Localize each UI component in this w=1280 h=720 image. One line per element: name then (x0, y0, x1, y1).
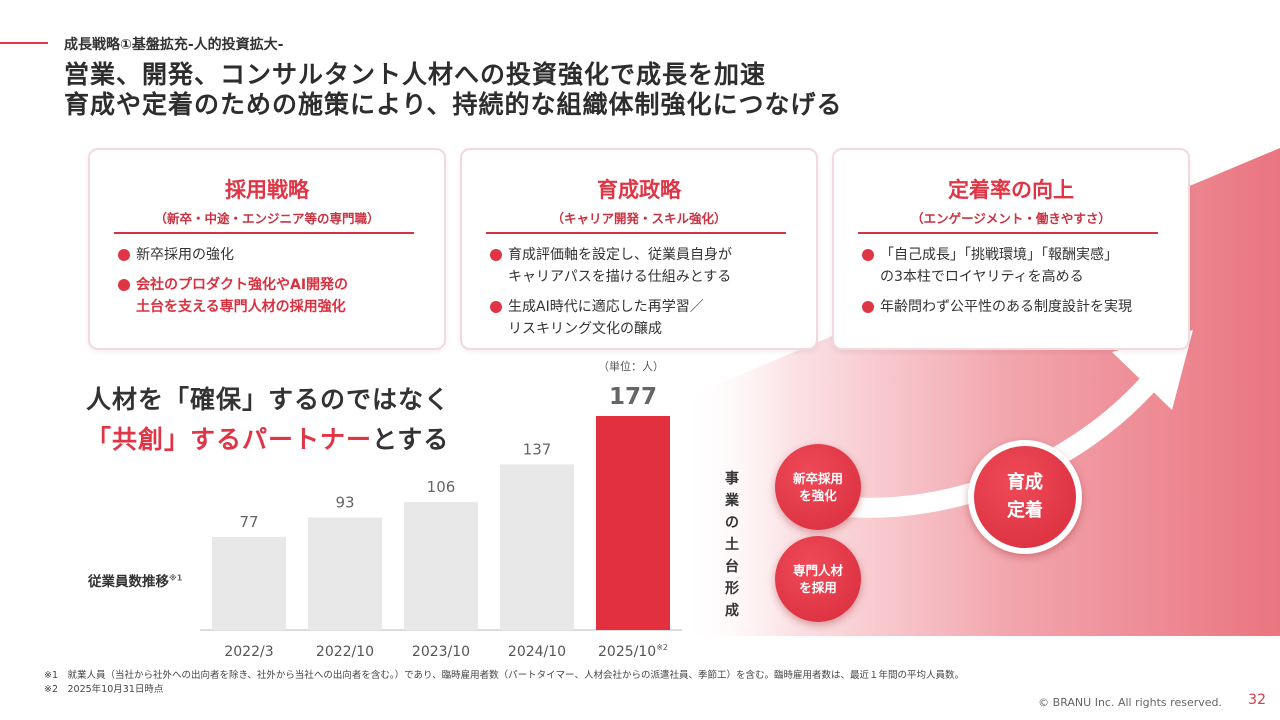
vertical-label-char: の (725, 515, 739, 531)
page-number: 32 (1248, 692, 1266, 708)
vertical-label-char: 事 (725, 471, 739, 487)
bar-2023/10 (404, 501, 478, 630)
card-title: 定着率の向上 (948, 178, 1074, 202)
card-divider (486, 232, 786, 234)
bar-2024/10 (500, 464, 574, 630)
bullet-item: 「自己成長」「挑戦環境」「報酬実感」 の3本柱でロイヤリティを高める (862, 244, 1132, 288)
vertical-label-char: 業 (725, 493, 739, 509)
footnotes: ※1 就業人員（当社から社外への出向者を除き、社外から当社への出向者を含む。）で… (44, 669, 964, 697)
circle-specialist-hiring: 専門人材 を採用 (775, 536, 861, 622)
card-title: 採用戦略 (225, 178, 309, 202)
chart-ylabel-note: ※1 (169, 573, 183, 583)
card-recruitment-strategy: 採用戦略 （新卒・中途・エンジニア等の専門職） 新卒採用の強化 会社のプロダクト… (88, 148, 446, 350)
bar-value-label: 93 (335, 494, 354, 512)
headline-line-2: 育成や定着のための施策により、持続的な組織体制強化につなげる (64, 90, 843, 119)
tagline-line-2: 「共創」するパートナーとする (86, 420, 450, 460)
bar-value-label: 177 (609, 384, 657, 410)
tagline-rest: とする (372, 425, 450, 454)
bullet-item: 生成AI時代に適応した再学習／ リスキリング文化の醸成 (490, 296, 732, 340)
x-tick-label: 2022/10 (316, 644, 374, 660)
bullet-item: 年齢問わず公平性のある制度設計を実現 (862, 296, 1132, 318)
tagline: 人材を「確保」するのではなく 「共創」するパートナーとする (86, 380, 450, 460)
card-subtitle: （新卒・中途・エンジニア等の専門職） (154, 211, 380, 226)
tagline-emphasis: 「共創」するパートナー (86, 425, 373, 454)
circle-new-grad-hiring: 新卒採用 を強化 (775, 444, 861, 530)
page-headline: 営業、開発、コンサルタント人材への投資強化で成長を加速 育成や定着のための施策に… (64, 60, 843, 120)
vertical-label-char: 成 (725, 603, 739, 619)
card-divider (114, 232, 414, 234)
bar-2022/3 (212, 536, 286, 630)
card-retention-improvement: 定着率の向上 （エンゲージメント・働きやすさ） 「自己成長」「挑戦環境」「報酬実… (832, 148, 1190, 350)
vertical-label-char: 土 (725, 537, 739, 553)
vertical-label-char: 形 (725, 581, 739, 597)
tagline-line-1: 人材を「確保」するのではなく (86, 385, 451, 414)
bullet-item: 新卒採用の強化 (118, 244, 348, 266)
chart-y-caption: 従業員数推移※1 (88, 570, 183, 591)
bullet-item: 育成評価軸を設定し、従業員自身が キャリアパスを描ける仕組みとする (490, 244, 732, 288)
x-tick-label: 2025/10※2 (598, 643, 668, 660)
card-divider (858, 232, 1158, 234)
bar-2025/10 (596, 416, 670, 630)
headline-line-1: 営業、開発、コンサルタント人材への投資強化で成長を加速 (64, 60, 767, 89)
copyright: © BRANU Inc. All rights reserved. (1038, 696, 1222, 709)
x-tick-label: 2024/10 (508, 644, 566, 660)
footnote-1: ※1 就業人員（当社から社外への出向者を除き、社外から当社への出向者を含む。）で… (44, 670, 965, 681)
card-development-policy: 育成政略 （キャリア開発・スキル強化） 育成評価軸を設定し、従業員自身が キャリ… (460, 148, 818, 350)
circle-growth-retention: 育成 定着 (968, 440, 1082, 554)
chart-unit-label: （単位：人） (598, 360, 664, 373)
x-tick-label: 2022/3 (224, 644, 273, 660)
card-title: 育成政略 (597, 178, 681, 202)
card-bullet-list: 新卒採用の強化 会社のプロダクト強化やAI開発の 土台を支える専門人材の採用強化 (118, 244, 348, 326)
bar-2022/10 (308, 517, 382, 630)
card-bullet-list: 育成評価軸を設定し、従業員自身が キャリアパスを描ける仕組みとする 生成AI時代… (490, 244, 732, 348)
card-subtitle: （エンゲージメント・働きやすさ） (911, 211, 1111, 226)
x-tick-note: ※2 (656, 643, 668, 652)
section-label: 成長戦略①基盤拡充-人的投資拡大- (64, 37, 284, 53)
card-bullet-list: 「自己成長」「挑戦環境」「報酬実感」 の3本柱でロイヤリティを高める 年齢問わず… (862, 244, 1132, 326)
footnote-2: ※2 2025年10月31日時点 (44, 684, 164, 695)
bullet-item-emphasis: 会社のプロダクト強化やAI開発の 土台を支える専門人材の採用強化 (118, 274, 348, 318)
bar-value-label: 106 (427, 478, 456, 496)
bar-value-label: 137 (523, 440, 552, 458)
bar-value-label: 77 (239, 513, 258, 531)
card-subtitle: （キャリア開発・スキル強化） (551, 211, 727, 226)
x-tick-label: 2023/10 (412, 644, 470, 660)
vertical-label-business-foundation: 事業の土台形成 (722, 468, 742, 622)
vertical-label-char: 台 (725, 559, 739, 575)
chart-ylabel: 従業員数推移 (88, 574, 169, 590)
section-header-line (0, 42, 48, 44)
